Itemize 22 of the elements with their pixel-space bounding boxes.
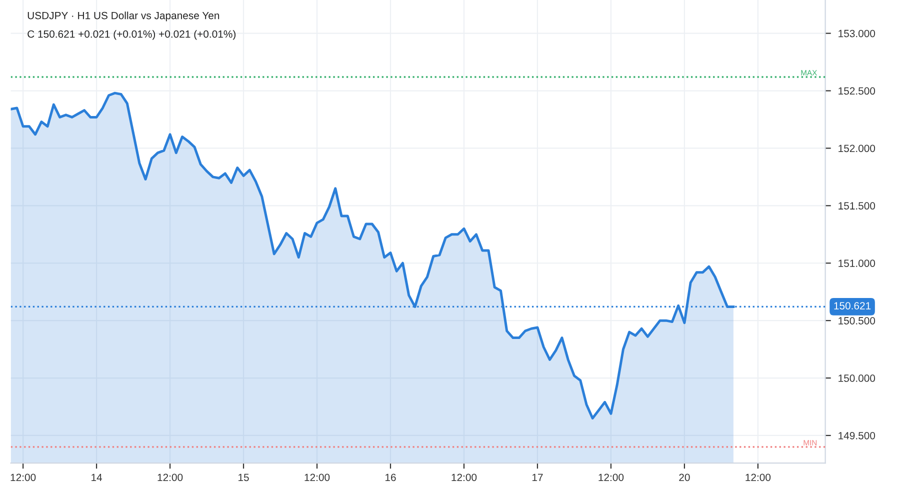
- y-tick-label: 151.500: [838, 202, 876, 210]
- ref-line-label: 150.621: [834, 302, 871, 310]
- x-tick-label: 16: [385, 474, 396, 482]
- text: C 150.621 +0.021 (+0.01%) +0.021 (+0.01%): [28, 30, 236, 40]
- y-tick-label: 152.500: [838, 87, 876, 95]
- x-tick-label: 12:00: [10, 474, 36, 482]
- y-tick-label: 151.000: [838, 260, 876, 267]
- y-tick-label: 152.000: [838, 144, 876, 152]
- x-tick-label: 12:00: [746, 474, 771, 482]
- x-tick-label: 12:00: [452, 474, 477, 482]
- x-tick-label: 14: [92, 474, 102, 482]
- x-tick-label: 12:00: [598, 474, 624, 482]
- y-tick-label: 153.000: [838, 30, 876, 38]
- x-tick-label: 20: [679, 474, 690, 482]
- y-tick-label: 149.500: [838, 432, 876, 440]
- text: USDJPY · H1 US Dollar vs Japanese Yen: [28, 12, 220, 22]
- x-tick-label: 12:00: [304, 474, 330, 482]
- y-tick-label: 150.500: [838, 317, 876, 324]
- y-tick-label: 150.000: [838, 374, 876, 382]
- x-tick-label: 12:00: [158, 474, 183, 482]
- x-tick-label: 17: [532, 474, 543, 482]
- x-tick-label: 15: [238, 474, 249, 482]
